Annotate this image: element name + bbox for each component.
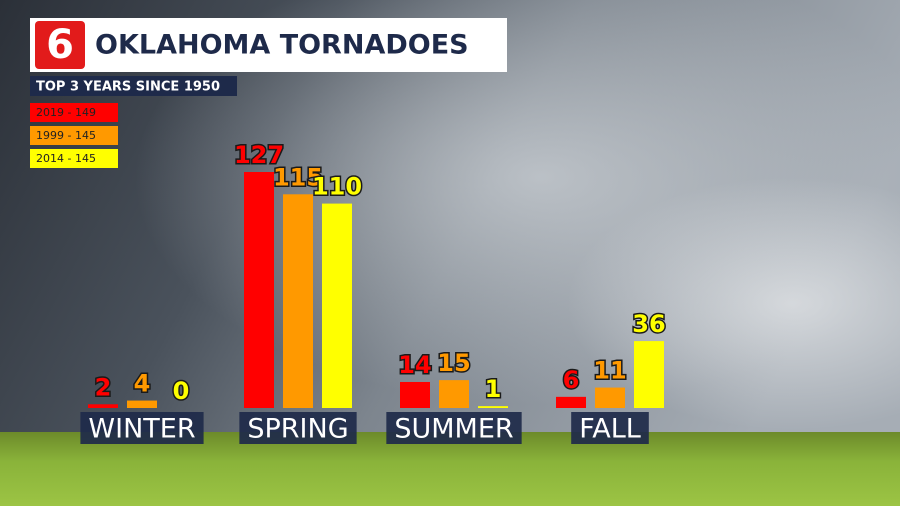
legend-label: 1999 - 145 [36, 129, 96, 142]
legend-label: 2019 - 149 [36, 106, 96, 119]
subtitle: TOP 3 YEARS SINCE 1950 [36, 80, 220, 95]
value-label: 0 [173, 377, 190, 405]
bar [400, 381, 430, 408]
value-label: 36 [632, 310, 665, 338]
value-label: 115 [273, 163, 323, 191]
x-tick-label: SPRING [247, 414, 348, 445]
legend-swatch [30, 126, 118, 145]
value-label: 127 [234, 141, 284, 169]
field [0, 432, 900, 506]
bar [88, 404, 118, 408]
x-tick-label: FALL [579, 414, 641, 445]
bar [439, 380, 469, 408]
value-label: 14 [398, 351, 431, 379]
value-label: 1 [485, 375, 502, 403]
subtitle-box [30, 76, 237, 96]
bar [595, 387, 625, 408]
legend-label: 2014 - 145 [36, 152, 96, 165]
title-box [30, 18, 507, 72]
bar [634, 341, 664, 408]
value-label: 15 [437, 349, 470, 377]
value-label: 2 [95, 373, 112, 401]
category-box [571, 412, 649, 444]
x-tick-label: WINTER [88, 414, 195, 445]
bar [127, 400, 157, 408]
chart-title: OKLAHOMA TORNADOES [95, 30, 469, 61]
bar [283, 194, 313, 408]
category-box [386, 412, 522, 444]
bar [322, 203, 352, 408]
value-label: 4 [134, 370, 151, 398]
category-box [239, 412, 357, 444]
bar [478, 406, 508, 408]
bar [244, 172, 274, 408]
legend-swatch [30, 103, 118, 122]
value-label: 11 [593, 357, 626, 385]
logo-text: 6 [46, 22, 74, 68]
logo [35, 21, 85, 69]
bar [556, 396, 586, 408]
value-label: 6 [563, 366, 580, 394]
legend-swatch [30, 149, 118, 168]
category-box [80, 412, 204, 444]
value-label: 110 [312, 173, 362, 201]
x-tick-label: SUMMER [394, 414, 513, 445]
